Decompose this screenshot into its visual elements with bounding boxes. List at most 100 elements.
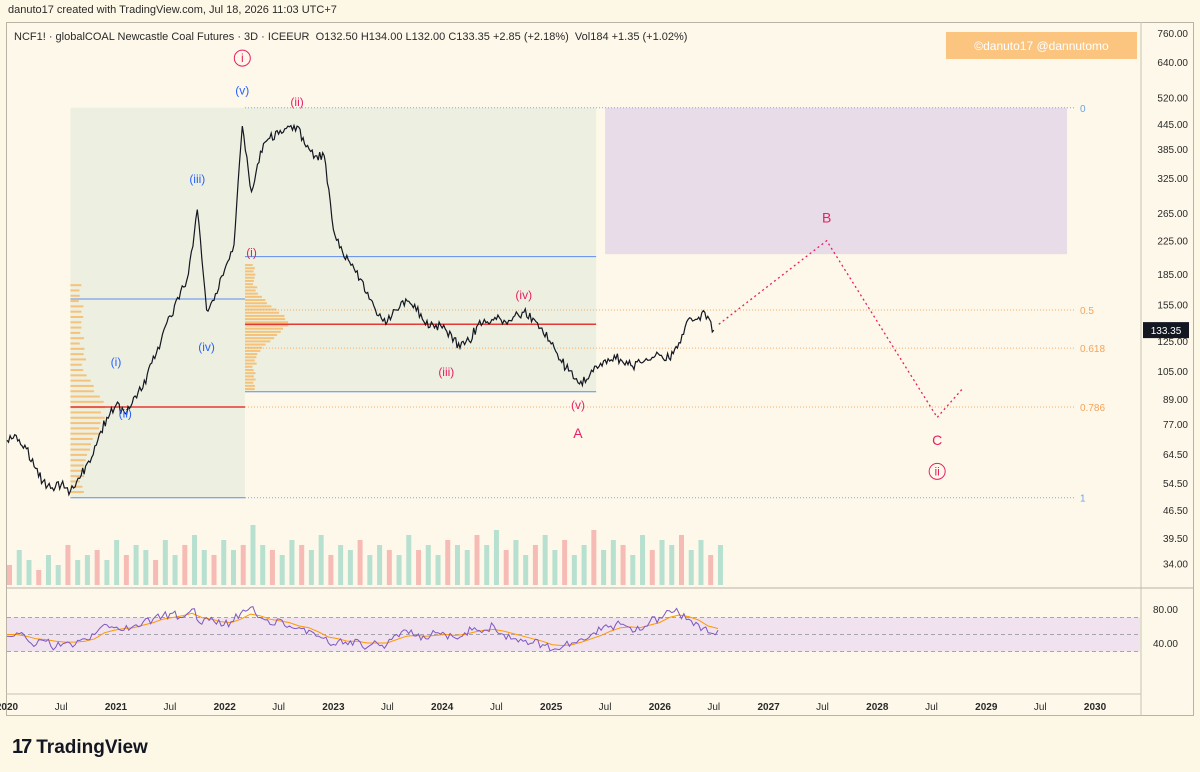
- volume-bar: [660, 540, 665, 585]
- volume-profile-bar: [70, 305, 83, 307]
- volume-bar: [280, 555, 285, 585]
- volume-bar: [436, 555, 441, 585]
- volume-profile-bar: [70, 422, 100, 424]
- wave-label: (v): [235, 83, 249, 97]
- volume-profile-bar: [245, 331, 281, 333]
- volume-profile-bar: [245, 318, 285, 320]
- volume-profile-bar: [70, 343, 79, 345]
- price-axis-tick: 34.00: [1163, 560, 1188, 571]
- rsi-axis-tick: 80.00: [1153, 605, 1178, 616]
- volume-profile-bar: [245, 379, 256, 381]
- fib-level-label: 0.5: [1080, 306, 1094, 317]
- price-axis-tick: 185.00: [1157, 270, 1188, 281]
- volume-profile-bar: [70, 390, 94, 392]
- volume-bar: [348, 550, 353, 585]
- volume-profile-bar: [70, 284, 81, 286]
- volume-bar: [250, 525, 255, 585]
- price-axis-tick: 125.00: [1157, 337, 1188, 348]
- volume-bar: [387, 550, 392, 585]
- volume-profile-bar: [245, 388, 255, 390]
- time-axis-tick: 2020: [0, 702, 19, 713]
- time-axis-tick: 2028: [866, 702, 889, 713]
- price-axis-tick: 520.00: [1157, 94, 1188, 105]
- volume-profile-bar: [70, 417, 104, 419]
- volume-bar: [650, 550, 655, 585]
- volume-bar: [533, 545, 538, 585]
- volume-bar: [377, 545, 382, 585]
- volume-bar: [367, 555, 372, 585]
- volume-profile-bar: [245, 302, 267, 304]
- volume-bar: [504, 550, 509, 585]
- volume-profile-bar: [245, 299, 265, 301]
- volume-bar: [494, 530, 499, 585]
- volume-bar: [630, 555, 635, 585]
- volume-profile-bar: [245, 385, 255, 387]
- last-price-label: 133.35: [1151, 326, 1182, 337]
- volume-bar: [260, 545, 265, 585]
- volume-profile-bar: [245, 328, 283, 330]
- volume-bar: [601, 550, 606, 585]
- wave-label: B: [822, 210, 831, 226]
- volume-bar: [134, 545, 139, 585]
- time-axis-tick: 2023: [322, 702, 345, 713]
- volume-bar: [513, 540, 518, 585]
- volume-profile-bar: [70, 311, 81, 313]
- volume-profile-bar: [70, 300, 78, 302]
- volume-bar: [455, 545, 460, 585]
- price-axis-tick: 445.00: [1157, 120, 1188, 131]
- volume-bar: [85, 555, 90, 585]
- tradingview-wordmark: TradingView: [36, 737, 148, 759]
- volume-profile-bar: [70, 358, 86, 360]
- volume-bar: [718, 545, 723, 585]
- price-axis-tick: 265.00: [1157, 209, 1188, 220]
- volume-bar: [95, 550, 100, 585]
- time-axis-tick: Jul: [490, 702, 503, 713]
- wave-label: (i): [111, 355, 122, 369]
- volume-profile-bar: [245, 366, 252, 368]
- volume-profile-bar: [70, 491, 83, 493]
- volume-profile-bar: [245, 334, 277, 336]
- wave-range-box: [245, 108, 596, 392]
- volume-bar: [708, 555, 713, 585]
- volume-bar: [182, 545, 187, 585]
- volume-bar: [523, 555, 528, 585]
- price-axis-tick: 385.00: [1157, 145, 1188, 156]
- volume-bar: [299, 545, 304, 585]
- time-axis-tick: Jul: [599, 702, 612, 713]
- time-axis-tick: Jul: [381, 702, 394, 713]
- volume-profile-bar: [245, 264, 253, 266]
- target-zone-box: [605, 108, 1067, 254]
- volume-profile-bar: [245, 363, 257, 365]
- volume-profile-bar: [70, 401, 103, 403]
- volume-profile-bar: [70, 316, 83, 318]
- volume-bar: [65, 545, 70, 585]
- volume-profile-bar: [70, 289, 79, 291]
- volume-bar: [669, 545, 674, 585]
- volume-profile-bar: [245, 350, 260, 352]
- volume-profile-bar: [70, 449, 90, 451]
- wave-label: C: [932, 432, 942, 448]
- time-axis-tick: Jul: [55, 702, 68, 713]
- volume-bar: [572, 555, 577, 585]
- volume-bar: [7, 565, 12, 585]
- volume-profile-bar: [70, 427, 99, 429]
- volume-profile-bar: [70, 465, 83, 467]
- price-axis-tick: 640.00: [1157, 58, 1188, 69]
- volume-bar: [153, 560, 158, 585]
- volume-bar: [56, 565, 61, 585]
- tradingview-logo[interactable]: 17 TradingView: [12, 736, 148, 759]
- price-axis-tick: 760.00: [1157, 29, 1188, 40]
- price-axis-tick: 155.00: [1157, 300, 1188, 311]
- volume-profile-bar: [70, 411, 101, 413]
- volume-profile-bar: [70, 454, 87, 456]
- volume-bar: [591, 530, 596, 585]
- volume-profile-bar: [245, 267, 255, 269]
- volume-profile-bar: [70, 480, 79, 482]
- volume-bar: [474, 535, 479, 585]
- time-axis-tick: Jul: [272, 702, 285, 713]
- volume-bar: [17, 550, 22, 585]
- volume-bar: [309, 550, 314, 585]
- wave-label: (iii): [438, 365, 454, 379]
- tradingview-mark-icon: 17: [12, 736, 30, 759]
